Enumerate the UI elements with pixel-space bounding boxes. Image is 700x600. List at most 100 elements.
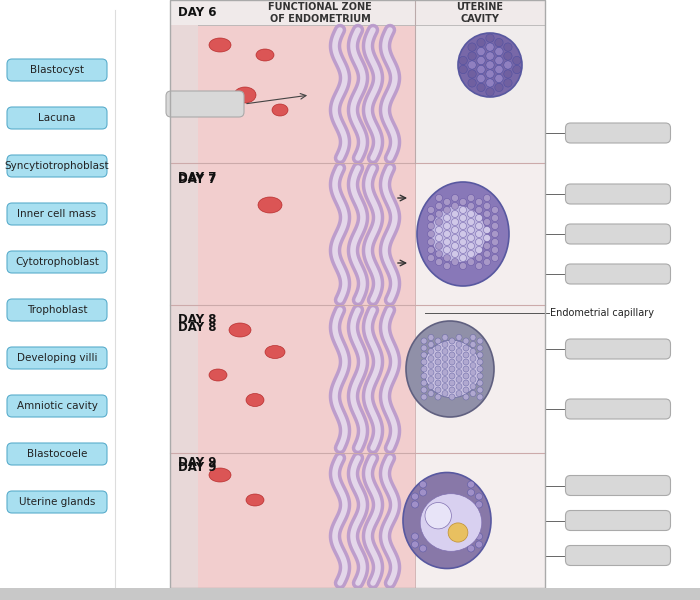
Ellipse shape (430, 205, 486, 263)
Circle shape (456, 349, 462, 355)
Circle shape (491, 230, 498, 238)
Text: Developing villi: Developing villi (17, 353, 97, 363)
Circle shape (477, 359, 483, 365)
Text: Uterine glands: Uterine glands (19, 497, 95, 507)
Circle shape (470, 335, 476, 340)
Circle shape (484, 251, 491, 257)
Circle shape (459, 254, 466, 262)
Bar (170, 0, 415, 588)
Circle shape (468, 226, 475, 233)
Circle shape (495, 38, 503, 47)
Circle shape (463, 366, 469, 372)
Ellipse shape (424, 340, 481, 398)
Circle shape (459, 206, 466, 214)
Circle shape (486, 52, 494, 60)
Circle shape (495, 47, 503, 56)
Circle shape (486, 79, 494, 87)
Text: DAY 7: DAY 7 (178, 173, 216, 186)
Circle shape (477, 380, 483, 386)
FancyBboxPatch shape (566, 184, 671, 204)
Circle shape (475, 501, 482, 508)
Circle shape (512, 56, 521, 65)
Circle shape (475, 199, 482, 205)
Circle shape (468, 194, 475, 202)
Text: Blastocoele: Blastocoele (27, 449, 88, 459)
Circle shape (475, 254, 482, 262)
Circle shape (459, 56, 468, 65)
Bar (415, 0, 545, 163)
FancyBboxPatch shape (7, 203, 107, 225)
Circle shape (477, 338, 483, 344)
Circle shape (435, 211, 442, 217)
Circle shape (468, 43, 476, 51)
Text: Cytotrophoblast: Cytotrophoblast (15, 257, 99, 267)
Circle shape (470, 355, 476, 361)
Circle shape (421, 352, 427, 358)
Ellipse shape (209, 369, 227, 381)
Circle shape (444, 223, 451, 229)
Text: DAY 7: DAY 7 (178, 171, 216, 184)
Circle shape (475, 238, 482, 245)
Circle shape (491, 238, 498, 245)
Circle shape (452, 251, 458, 257)
Circle shape (421, 366, 427, 372)
Circle shape (475, 223, 482, 229)
Text: DAY 9: DAY 9 (178, 461, 216, 474)
Circle shape (456, 383, 462, 389)
Circle shape (428, 355, 434, 361)
Circle shape (428, 335, 434, 340)
Circle shape (449, 345, 455, 351)
Circle shape (484, 226, 491, 233)
Circle shape (435, 259, 442, 265)
Circle shape (459, 238, 466, 245)
Circle shape (456, 377, 462, 383)
Circle shape (428, 383, 434, 389)
Text: DAY 9: DAY 9 (178, 456, 216, 469)
Circle shape (477, 373, 483, 379)
Circle shape (435, 194, 442, 202)
Circle shape (435, 394, 441, 400)
Circle shape (468, 545, 475, 552)
Text: Lacuna: Lacuna (38, 113, 76, 123)
FancyBboxPatch shape (7, 251, 107, 273)
FancyBboxPatch shape (7, 59, 107, 81)
Text: DAY 8: DAY 8 (178, 313, 216, 326)
Circle shape (435, 251, 442, 257)
FancyBboxPatch shape (7, 443, 107, 465)
Circle shape (442, 335, 448, 340)
Text: Syncytiotrophoblast: Syncytiotrophoblast (5, 161, 109, 171)
Circle shape (484, 259, 491, 265)
Circle shape (456, 341, 462, 347)
Circle shape (468, 70, 476, 78)
Circle shape (463, 394, 469, 400)
Circle shape (419, 481, 426, 488)
Circle shape (435, 235, 442, 241)
Circle shape (459, 65, 468, 74)
Circle shape (475, 533, 482, 540)
Circle shape (435, 359, 441, 365)
Circle shape (452, 242, 458, 250)
Circle shape (468, 242, 475, 250)
Text: Blastocyst: Blastocyst (30, 65, 84, 75)
Circle shape (421, 345, 427, 351)
FancyBboxPatch shape (7, 155, 107, 177)
Circle shape (442, 362, 448, 368)
Circle shape (468, 235, 475, 241)
Circle shape (421, 387, 427, 393)
Ellipse shape (406, 321, 494, 417)
Ellipse shape (209, 468, 231, 482)
Circle shape (449, 352, 455, 358)
Text: Endometrial capillary: Endometrial capillary (550, 308, 654, 318)
Circle shape (442, 370, 448, 376)
Ellipse shape (425, 503, 452, 529)
Circle shape (449, 338, 455, 344)
Circle shape (435, 345, 441, 351)
Circle shape (486, 88, 494, 96)
Circle shape (468, 489, 475, 496)
Circle shape (477, 83, 485, 92)
FancyBboxPatch shape (566, 511, 671, 530)
Circle shape (491, 254, 498, 262)
Circle shape (428, 391, 434, 397)
Circle shape (412, 541, 419, 548)
Circle shape (486, 34, 494, 42)
